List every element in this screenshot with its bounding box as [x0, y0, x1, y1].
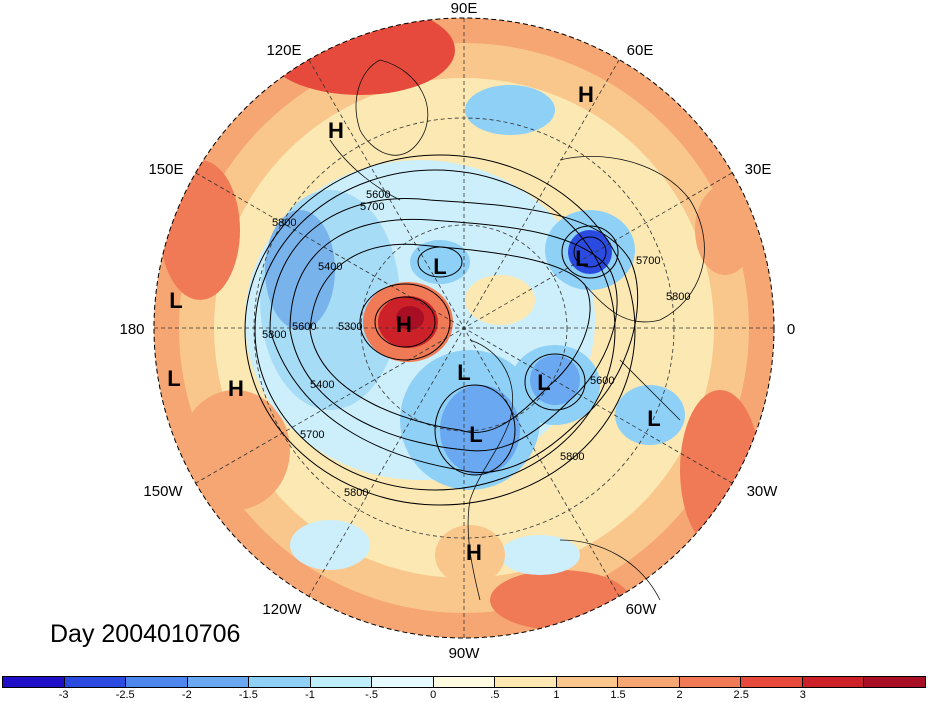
lon-label-150w: 150W: [143, 483, 183, 500]
lon-label-30e: 30E: [745, 161, 772, 178]
colorbar-label: 2: [676, 689, 683, 701]
colorbar-cell: [3, 677, 65, 687]
lon-label-60e: 60E: [627, 42, 654, 59]
lon-label-120e: 120E: [266, 42, 301, 59]
contour-label: 5800: [344, 487, 368, 499]
high-center: H: [466, 540, 482, 565]
graticule: [154, 18, 774, 638]
low-center: L: [575, 246, 588, 271]
lon-label-120w: 120W: [262, 601, 302, 618]
lon-label-180: 180: [119, 321, 144, 338]
low-center: L: [169, 288, 182, 313]
contour-label: 5400: [310, 379, 334, 391]
contour-label: 5300: [338, 321, 362, 333]
lon-label-0: 0: [787, 321, 795, 338]
colorbar-cell: [741, 677, 803, 687]
colorbar-label: -1.5: [238, 689, 258, 701]
low-center: L: [537, 370, 550, 395]
colorbar-label: -3: [58, 689, 69, 701]
colorbar-cell: [372, 677, 434, 687]
colorbar-cell: [556, 677, 619, 687]
lon-label-30w: 30W: [747, 483, 779, 500]
lon-label-150e: 150E: [148, 161, 183, 178]
contour-label: 5400: [318, 261, 342, 273]
colorbar-label: -.5: [365, 689, 379, 701]
lon-label-60w: 60W: [626, 601, 658, 618]
colorbar-label: 3: [799, 689, 806, 701]
height-contours: [244, 154, 639, 506]
colorbar-label: -2: [181, 689, 192, 701]
anomaly-field: [154, 18, 774, 638]
polar-map: 90E 60E 30E 0 30W 60W 90W 120W 150W 180 …: [119, 0, 795, 662]
colorbar-label: 0: [430, 689, 437, 701]
coastlines: [329, 59, 705, 601]
colorbar-cell: [802, 677, 865, 687]
contour-label: 5700: [636, 255, 660, 267]
high-center: H: [228, 376, 244, 401]
colorbar-label: 2.5: [733, 689, 749, 701]
contour-label: 5600: [366, 189, 390, 201]
colorbar-cell: [433, 677, 496, 687]
contour-label: 5800: [272, 217, 296, 229]
colorbar-cell: [618, 677, 680, 687]
contour-label: 5800: [262, 329, 286, 341]
contour-label: 5800: [560, 451, 584, 463]
high-center: H: [396, 312, 412, 337]
lon-label-90e: 90E: [451, 0, 478, 17]
contour-label: 5700: [300, 429, 324, 441]
colorbar-cell: [249, 677, 311, 687]
colorbar-label: 1: [553, 689, 560, 701]
colorbar-cell: [187, 677, 250, 687]
contour-label: 5600: [590, 375, 614, 387]
colorbar-label: .5: [490, 689, 500, 701]
day-label: Day 2004010706: [50, 620, 241, 648]
colorbar-label: -1: [305, 689, 315, 701]
colorbar-label: -2.5: [115, 689, 135, 701]
lon-label-90w: 90W: [449, 645, 481, 662]
low-center: L: [469, 422, 482, 447]
colorbar-cell: [495, 677, 557, 687]
contour-label: 5700: [360, 201, 384, 213]
colorbar-cell: [864, 677, 925, 687]
colorbar-labels: -3 -2.5 -2 -1.5 -1 -.5 0 .5 1 1.5 2 2.5 3: [2, 689, 926, 702]
colorbar-cell: [64, 677, 127, 687]
low-center: L: [167, 366, 180, 391]
colorbar: [2, 676, 926, 688]
high-center: H: [328, 118, 344, 143]
contour-label: 5800: [666, 291, 690, 303]
colorbar-label: 1.5: [610, 689, 626, 701]
low-center: L: [457, 360, 470, 385]
colorbar-cell: [679, 677, 742, 687]
colorbar-cell: [126, 677, 188, 687]
contour-label: 5600: [292, 321, 316, 333]
map-boundary: [153, 17, 775, 639]
low-center: L: [647, 406, 660, 431]
high-center: H: [578, 82, 594, 107]
colorbar-cell: [310, 677, 373, 687]
low-center: L: [433, 254, 446, 279]
